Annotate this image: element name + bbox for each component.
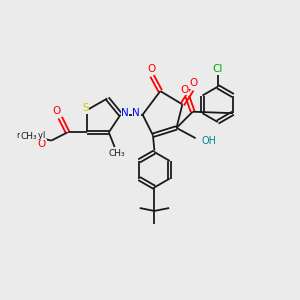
Text: CH₃: CH₃: [21, 132, 38, 141]
Text: CH₃: CH₃: [109, 149, 125, 158]
Text: S: S: [82, 103, 88, 113]
Text: methyl: methyl: [16, 131, 45, 140]
Text: O: O: [147, 64, 156, 74]
Text: O: O: [180, 85, 189, 95]
Text: O: O: [189, 78, 197, 88]
Text: Cl: Cl: [212, 64, 223, 74]
Text: N: N: [132, 108, 140, 118]
Text: O: O: [38, 139, 46, 149]
Text: OH: OH: [202, 136, 217, 146]
Text: N: N: [121, 108, 129, 118]
Text: O: O: [52, 106, 61, 116]
